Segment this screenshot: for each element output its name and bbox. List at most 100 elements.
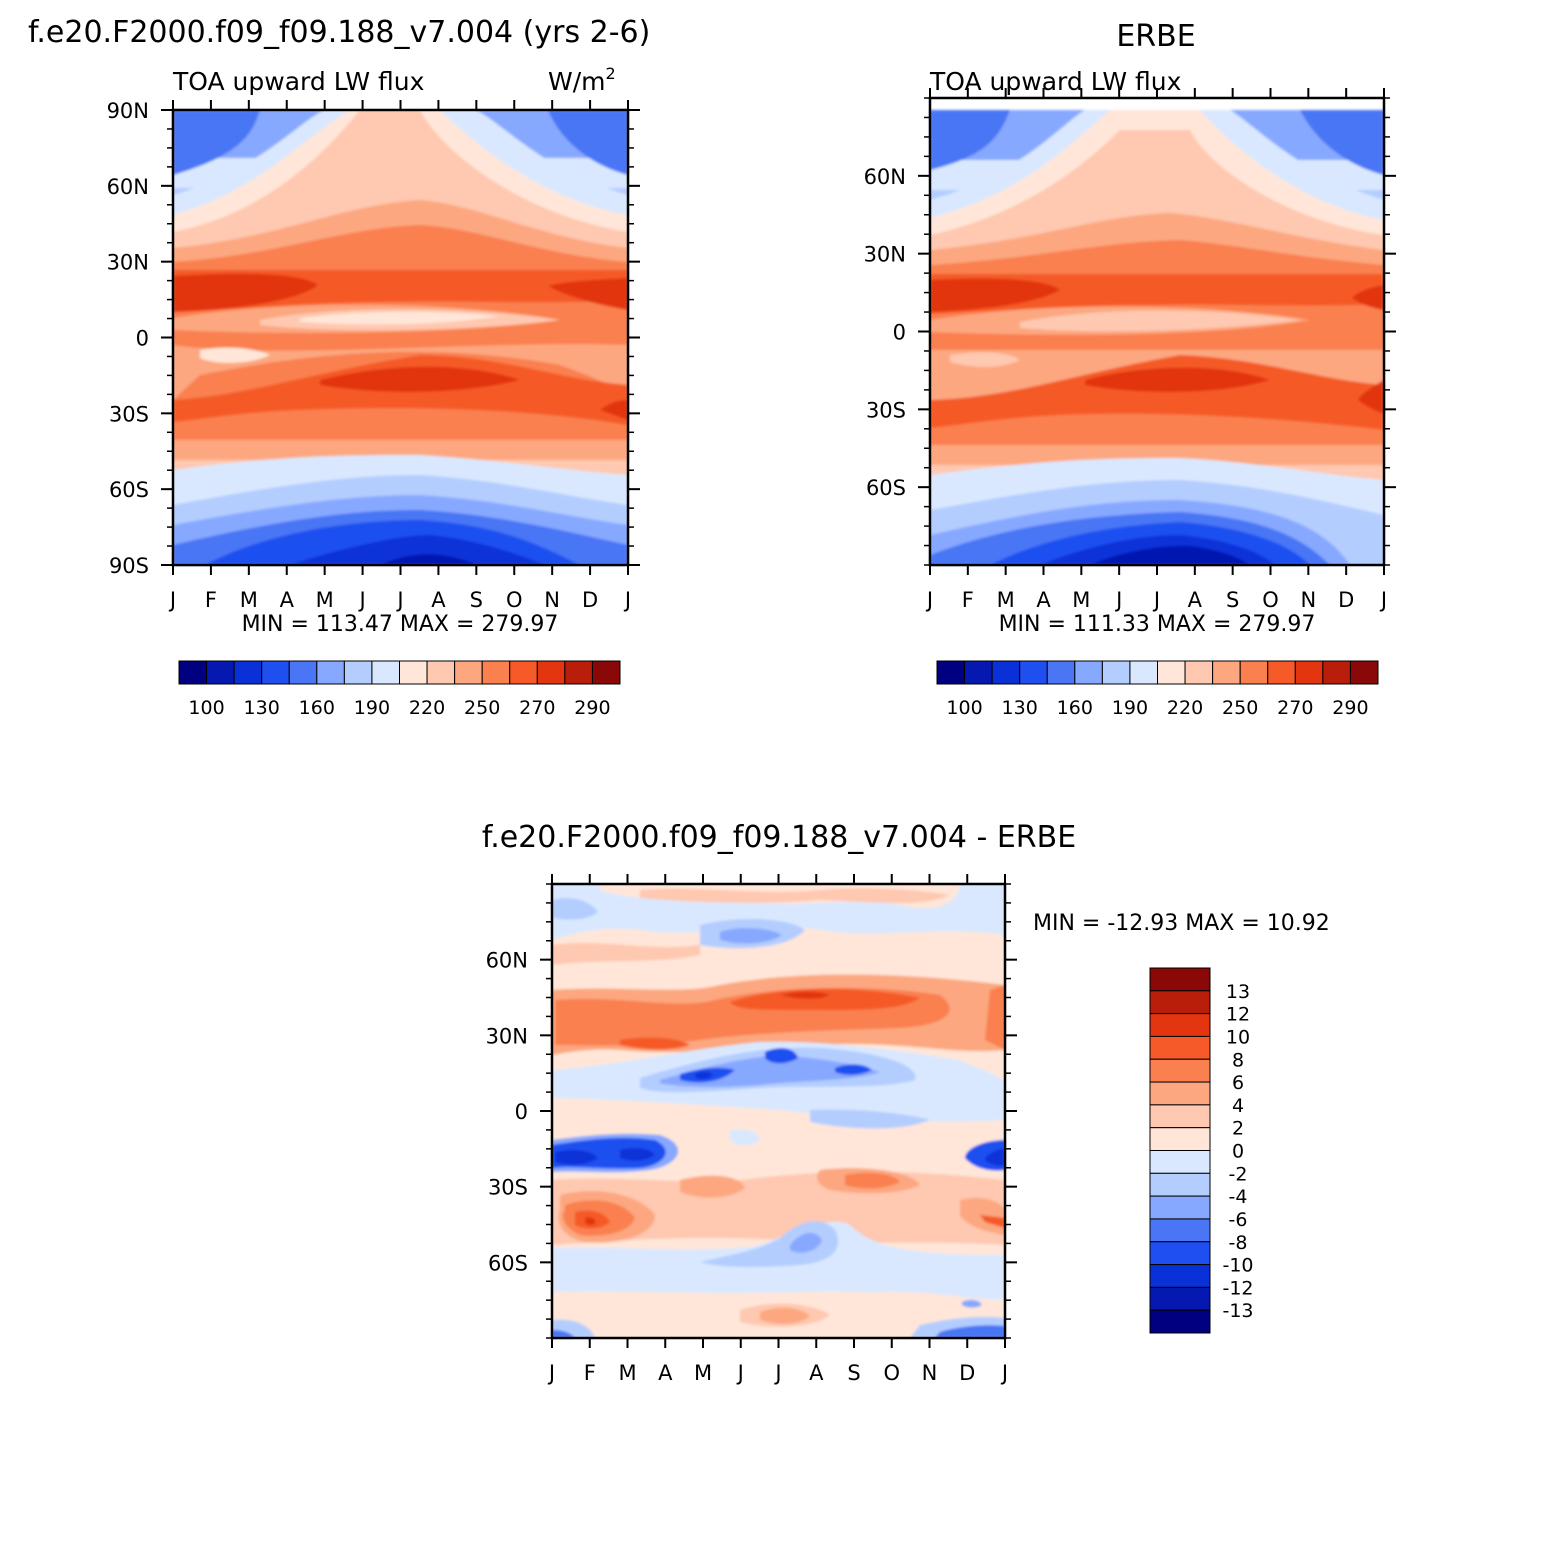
model-y-tick-label: 60S bbox=[109, 478, 149, 502]
obs-x-tick-label: S bbox=[1226, 588, 1239, 612]
model-colorbar-label: 130 bbox=[244, 697, 280, 719]
obs-colorbar-box bbox=[1101, 660, 1131, 685]
diff-colorbar-box bbox=[1149, 990, 1211, 1015]
model-colorbar-label: 100 bbox=[188, 697, 224, 719]
model-field bbox=[173, 110, 628, 565]
model-y-tick-label: 30S bbox=[109, 402, 149, 426]
diff-colorbar-label: -12 bbox=[1222, 1277, 1253, 1299]
model-stats: MIN = 113.47 MAX = 279.97 bbox=[242, 612, 559, 637]
obs-x-tick-label: J bbox=[1114, 588, 1122, 612]
units-base: W/m bbox=[548, 67, 606, 96]
model-colorbar-label: 290 bbox=[574, 697, 610, 719]
model-colorbar-label: 250 bbox=[464, 697, 500, 719]
diff-x-tick-label: J bbox=[736, 1361, 744, 1385]
model-colorbar-box bbox=[564, 660, 593, 685]
obs-subtitle: TOA upward LW flux bbox=[929, 67, 1181, 96]
diff-y-tick-label: 60N bbox=[486, 949, 528, 973]
diff-x-tick-label: M bbox=[618, 1361, 636, 1385]
diff-colorbar-box bbox=[1149, 1058, 1211, 1083]
diff-x-tick-label: O bbox=[883, 1361, 900, 1385]
obs-colorbar-box bbox=[1267, 660, 1296, 685]
obs-colorbar-box bbox=[1046, 660, 1076, 685]
obs-colorbar-label: 290 bbox=[1332, 697, 1368, 719]
diff-colorbar-box bbox=[1149, 1264, 1211, 1288]
model-colorbar-label: 270 bbox=[519, 697, 555, 719]
diff-x-tick-label: J bbox=[1000, 1361, 1008, 1385]
obs-colorbar-box bbox=[1157, 660, 1186, 685]
model-colorbar-box bbox=[399, 660, 428, 685]
model-colorbar-box bbox=[371, 660, 400, 685]
model-colorbar-box bbox=[261, 660, 290, 685]
diff-colorbar-label: -2 bbox=[1229, 1163, 1248, 1185]
diff-colorbar-box bbox=[1149, 1013, 1211, 1037]
obs-y-tick-label: 0 bbox=[893, 321, 906, 345]
obs-x-tick-label: J bbox=[1379, 588, 1387, 612]
diff-colorbar-label: -6 bbox=[1229, 1209, 1248, 1231]
diff-x-tick-label: D bbox=[959, 1361, 975, 1385]
obs-colorbar-box bbox=[1349, 660, 1379, 685]
model-colorbar-label: 190 bbox=[354, 697, 390, 719]
diff-y-tick-label: 30S bbox=[488, 1176, 528, 1200]
obs-colorbar-label: 160 bbox=[1057, 697, 1093, 719]
model-colorbar-box bbox=[316, 660, 345, 685]
diff-colorbar-box bbox=[1149, 1127, 1211, 1151]
model-colorbar-label: 220 bbox=[409, 697, 445, 719]
model-colorbar-box bbox=[343, 660, 373, 685]
diff-colorbar-label: 0 bbox=[1232, 1141, 1244, 1163]
diff-colorbar-label: 10 bbox=[1226, 1026, 1250, 1048]
model-x-tick-label: M bbox=[316, 588, 334, 612]
diff-field bbox=[552, 884, 1005, 1338]
obs-colorbar: 100 130 160 190 220 250 270 290 bbox=[936, 660, 1379, 719]
diff-colorbar-label: 2 bbox=[1232, 1118, 1244, 1140]
diff-colorbar-label: -13 bbox=[1222, 1300, 1253, 1322]
model-x-tick-label: O bbox=[506, 588, 523, 612]
diff-colorbar-box bbox=[1149, 1218, 1211, 1243]
obs-y-tick-label: 60N bbox=[864, 165, 906, 189]
diff-colorbar-label: 6 bbox=[1232, 1072, 1244, 1094]
model-x-tick-label: A bbox=[280, 588, 295, 612]
diff-colorbar-box bbox=[1149, 1195, 1211, 1220]
diff-colorbar-box bbox=[1149, 1081, 1211, 1106]
diff-colorbar-box bbox=[1149, 1172, 1211, 1197]
obs-x-tick-label: M bbox=[997, 588, 1015, 612]
diff-colorbar-label: 4 bbox=[1232, 1095, 1244, 1117]
diff-title: f.e20.F2000.f09_f09.188_v7.004 - ERBE bbox=[482, 820, 1076, 855]
model-title: f.e20.F2000.f09_f09.188_v7.004 (yrs 2-6) bbox=[28, 15, 650, 50]
obs-x-tick-label: O bbox=[1262, 588, 1279, 612]
obs-colorbar-box bbox=[1294, 660, 1324, 685]
model-x-tick-label: J bbox=[623, 588, 631, 612]
obs-colorbar-label: 250 bbox=[1222, 697, 1258, 719]
obs-x-tick-label: A bbox=[1036, 588, 1051, 612]
obs-title: ERBE bbox=[1116, 19, 1195, 54]
obs-colorbar-box bbox=[936, 660, 966, 685]
model-colorbar-box bbox=[481, 660, 511, 685]
obs-colorbar-box bbox=[1239, 660, 1269, 685]
obs-x-tick-label: D bbox=[1338, 588, 1354, 612]
units-label: W/m2 bbox=[548, 64, 616, 96]
obs-x-tick-label: A bbox=[1188, 588, 1203, 612]
obs-colorbar-box bbox=[1322, 660, 1351, 685]
obs-field bbox=[930, 110, 1384, 565]
obs-x-tick-label: N bbox=[1300, 588, 1316, 612]
diff-colorbar-label: -10 bbox=[1222, 1255, 1253, 1277]
obs-x-tick-label: J bbox=[925, 588, 933, 612]
model-y-tick-label: 90N bbox=[107, 99, 149, 123]
diff-x-tick-label: A bbox=[658, 1361, 673, 1385]
obs-colorbar-label: 190 bbox=[1112, 697, 1148, 719]
obs-colorbar-label: 220 bbox=[1167, 697, 1203, 719]
obs-x-tick-label: F bbox=[962, 588, 974, 612]
model-colorbar-box bbox=[426, 660, 456, 685]
obs-colorbar-box bbox=[1019, 660, 1048, 685]
obs-x-tick-label: M bbox=[1072, 588, 1090, 612]
diff-colorbar-box bbox=[1149, 1035, 1211, 1060]
obs-y-tick-label: 60S bbox=[866, 476, 906, 500]
diff-x-tick-label: S bbox=[847, 1361, 860, 1385]
diff-colorbar-box bbox=[1149, 1241, 1211, 1266]
diff-colorbar-label: 12 bbox=[1226, 1004, 1250, 1026]
